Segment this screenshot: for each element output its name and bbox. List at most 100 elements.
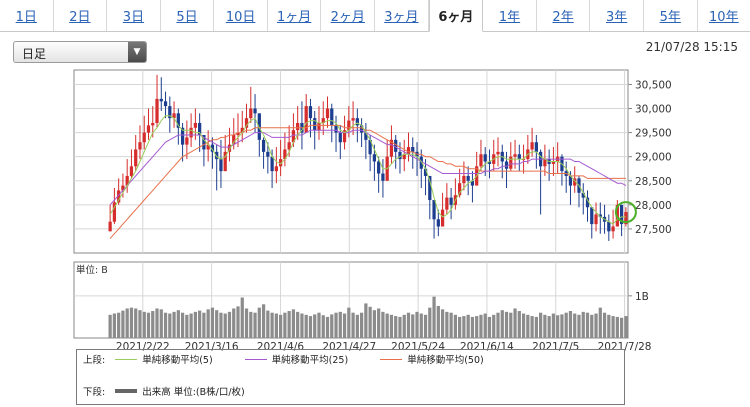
tab-0[interactable]: 1日 [0, 0, 54, 31]
volume-bar [296, 311, 300, 338]
candle-body [206, 144, 210, 150]
volume-bar [155, 308, 159, 338]
volume-unit-label: 単位: B [76, 264, 108, 276]
candle-body [308, 106, 313, 119]
tab-2[interactable]: 3日 [107, 0, 161, 31]
volume-bar [453, 314, 457, 338]
tab-8[interactable]: 6ヶ月 [428, 0, 484, 32]
candle-body [449, 197, 453, 205]
volume-bar [142, 311, 146, 338]
candle-body [611, 226, 615, 232]
candle-body [402, 154, 406, 160]
candle-body [436, 219, 440, 227]
candle-body [189, 127, 193, 138]
volume-bar [530, 316, 534, 338]
volume-bar [180, 312, 185, 338]
volume-bar [321, 315, 325, 338]
x-tick-label: 2021/4/6 [257, 341, 304, 353]
candle-body [619, 204, 624, 225]
tab-10[interactable]: 2年 [537, 0, 591, 31]
volume-bar [317, 312, 321, 338]
volume-bar [619, 317, 624, 338]
volume-bar [564, 312, 568, 338]
candle-body [342, 130, 347, 143]
candle-body [445, 197, 449, 210]
ma5-line [109, 115, 626, 225]
volume-bar [590, 314, 594, 338]
ma50-line [109, 124, 626, 239]
volume-bar [539, 312, 543, 338]
legend-upper-label: 上段: [83, 355, 106, 366]
price-tick-label: 27,500 [635, 224, 672, 236]
candle-body [377, 161, 381, 174]
candle-body [355, 118, 359, 126]
legend-volume: 出来高 単位:(B株/口/枚) [105, 384, 245, 398]
candle-body [219, 159, 223, 172]
candle-body [121, 185, 125, 191]
legend-ma25: 単純移動平均(25) [235, 352, 348, 366]
volume-tick-label: 1B [635, 291, 649, 303]
candle-body [394, 139, 398, 152]
volume-bar [355, 314, 359, 338]
candle-body [423, 168, 428, 176]
volume-bar [202, 312, 206, 338]
price-tick-label: 29,000 [635, 152, 672, 164]
candle-body [146, 125, 151, 133]
x-tick-label: 2021/2/22 [116, 341, 170, 353]
volume-bar [287, 311, 291, 338]
volume-bar [347, 307, 351, 338]
chevron-down-icon[interactable]: ▼ [128, 42, 146, 62]
legend-ma50: 単純移動平均(50) [370, 352, 484, 366]
volume-bar [556, 315, 560, 338]
volume-bar [415, 311, 419, 338]
tab-1[interactable]: 2日 [54, 0, 108, 31]
tab-11[interactable]: 3年 [590, 0, 644, 31]
x-tick-label: 2021/7/28 [598, 341, 652, 353]
candle-body [351, 118, 355, 121]
candle-body [585, 197, 590, 208]
volume-bar [168, 313, 172, 338]
candle-body [249, 108, 253, 119]
volume-bar [458, 316, 462, 338]
volume-bar [402, 314, 406, 338]
candle-body [607, 221, 611, 232]
volume-bar [159, 309, 163, 338]
tab-6[interactable]: 2ヶ月 [321, 0, 376, 31]
tab-5[interactable]: 1ヶ月 [268, 0, 322, 31]
interval-select[interactable]: 日足 ▼ [13, 41, 147, 63]
volume-bar [492, 314, 496, 338]
tab-12[interactable]: 5年 [644, 0, 698, 31]
volume-bar [117, 312, 121, 338]
tab-3[interactable]: 5日 [161, 0, 215, 31]
volume-bar [112, 313, 117, 338]
candle-body [381, 173, 385, 181]
x-tick-label: 2021/5/24 [391, 341, 445, 353]
volume-bar [487, 316, 492, 338]
legend-ma5: 単純移動平均(5) [105, 352, 213, 366]
volume-bar [551, 313, 556, 338]
candle-body [210, 144, 215, 152]
candle-body [440, 209, 445, 227]
price-panel [73, 69, 629, 254]
volume-bar [513, 308, 517, 338]
tab-4[interactable]: 10日 [214, 0, 268, 31]
volume-bar [509, 312, 513, 338]
tab-13[interactable]: 10年 [709, 10, 739, 25]
candle-body [304, 106, 308, 133]
volume-bar [138, 310, 142, 338]
candle-body [573, 178, 577, 186]
x-tick-label: 2021/3/16 [185, 341, 239, 353]
volume-bar [232, 308, 236, 338]
tab-7[interactable]: 3ヶ月 [375, 0, 429, 31]
volume-bar [419, 313, 423, 338]
candle-body [261, 139, 266, 152]
legend-ma5-line [115, 358, 138, 360]
x-tick-label: 2021/4/27 [322, 341, 376, 353]
tab-9[interactable]: 1年 [483, 0, 537, 31]
volume-bar [598, 307, 602, 338]
candle-body [291, 130, 296, 143]
candle-body [368, 139, 372, 155]
candle-body [317, 122, 321, 131]
volume-bar [449, 312, 453, 338]
